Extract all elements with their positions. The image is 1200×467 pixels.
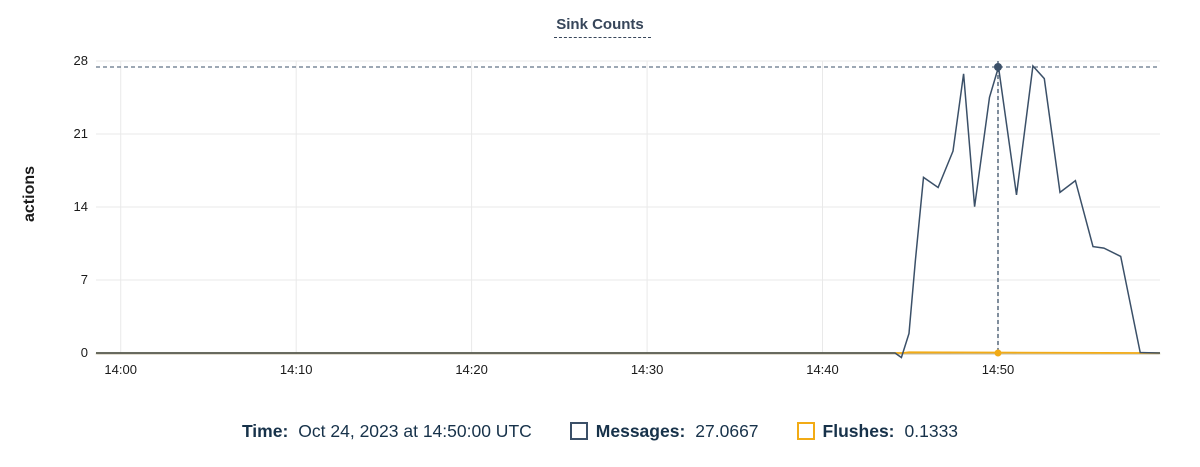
- svg-text:21: 21: [74, 126, 88, 141]
- svg-text:14:30: 14:30: [631, 362, 664, 377]
- svg-text:28: 28: [74, 53, 88, 68]
- svg-text:14: 14: [74, 199, 88, 214]
- svg-text:14:40: 14:40: [806, 362, 839, 377]
- svg-text:14:00: 14:00: [104, 362, 137, 377]
- svg-text:14:10: 14:10: [280, 362, 313, 377]
- svg-text:0: 0: [81, 345, 88, 360]
- svg-text:14:20: 14:20: [455, 362, 488, 377]
- svg-text:7: 7: [81, 272, 88, 287]
- svg-text:14:50: 14:50: [982, 362, 1015, 377]
